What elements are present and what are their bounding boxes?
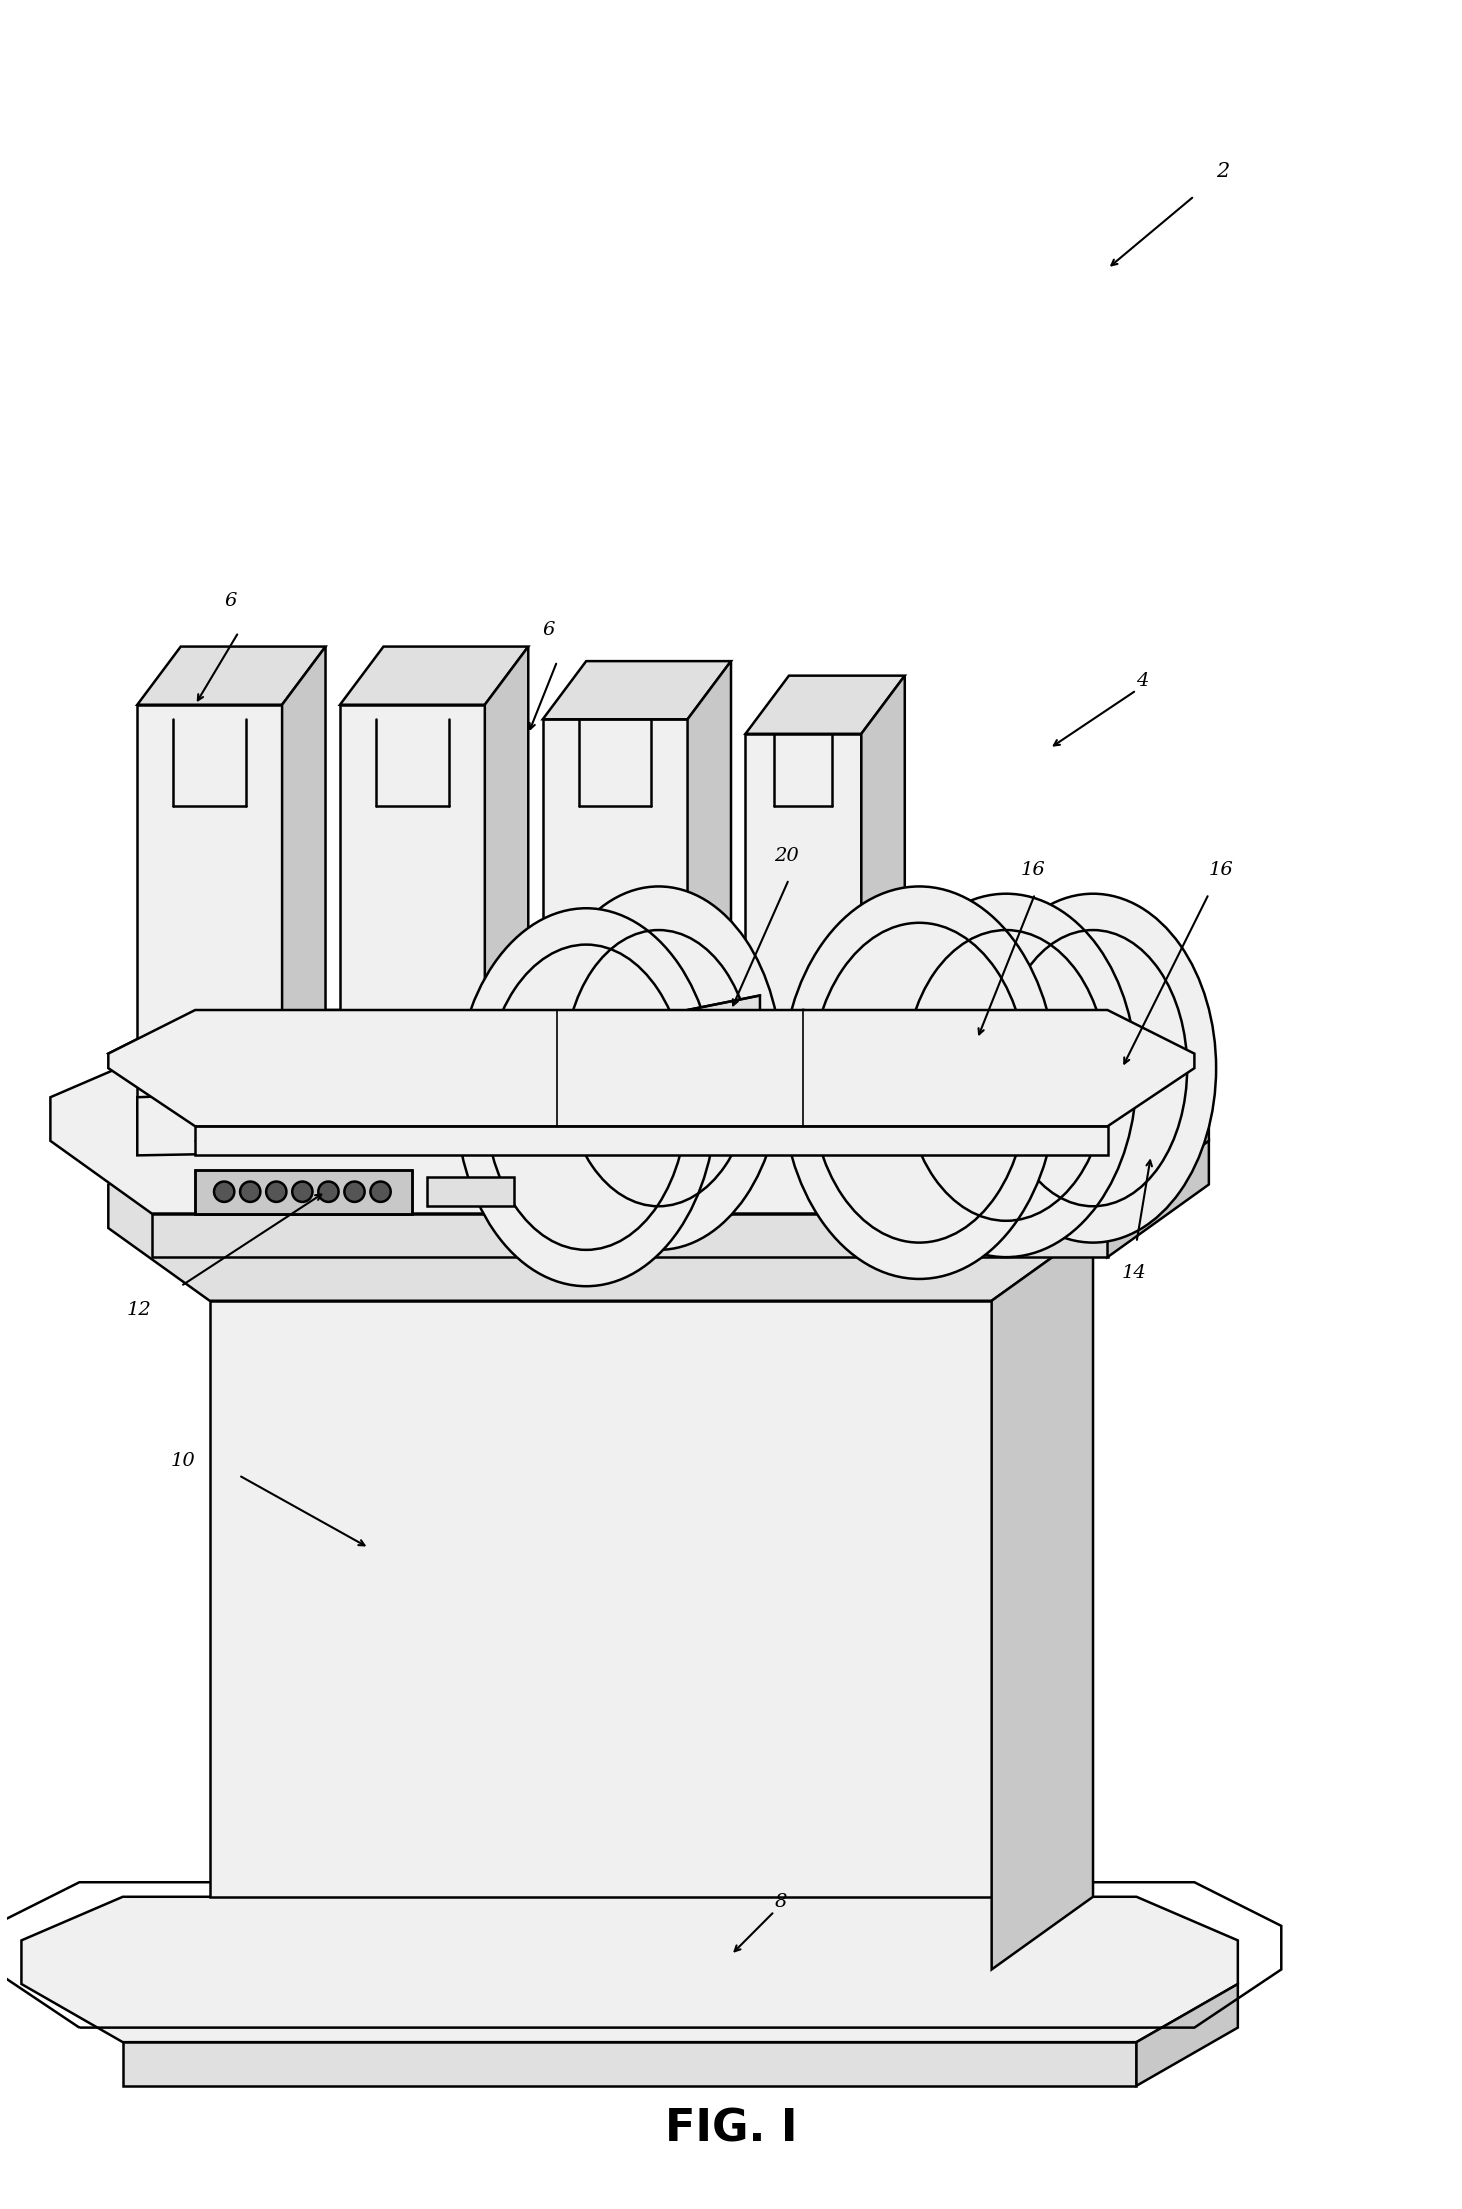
Circle shape <box>633 1043 684 1093</box>
Ellipse shape <box>782 886 1057 1279</box>
Polygon shape <box>341 647 528 705</box>
Circle shape <box>370 1182 390 1202</box>
Polygon shape <box>137 1069 934 1155</box>
Circle shape <box>345 1182 364 1202</box>
Circle shape <box>292 1182 313 1202</box>
Text: 20: 20 <box>775 846 800 864</box>
Text: 14: 14 <box>1121 1264 1146 1283</box>
Polygon shape <box>1136 1984 1238 2085</box>
Polygon shape <box>282 647 326 1111</box>
Ellipse shape <box>969 895 1216 1244</box>
Circle shape <box>213 1182 234 1202</box>
Text: 16: 16 <box>1020 862 1045 879</box>
Polygon shape <box>804 1010 991 1082</box>
Ellipse shape <box>535 886 782 1250</box>
Circle shape <box>560 1071 613 1124</box>
Polygon shape <box>775 1098 905 1127</box>
Text: 6: 6 <box>224 592 237 610</box>
Text: 2: 2 <box>1216 163 1230 181</box>
Polygon shape <box>196 1171 412 1213</box>
Polygon shape <box>471 1098 616 1127</box>
Text: 4: 4 <box>1136 672 1149 689</box>
Text: 12: 12 <box>127 1301 152 1319</box>
Circle shape <box>1067 1043 1118 1093</box>
Ellipse shape <box>456 908 716 1286</box>
Polygon shape <box>152 1213 1108 1257</box>
Polygon shape <box>485 647 528 1111</box>
Polygon shape <box>123 2041 1136 2085</box>
Circle shape <box>240 1182 260 1202</box>
Text: FIG. I: FIG. I <box>665 2107 797 2152</box>
Polygon shape <box>542 996 760 1082</box>
Polygon shape <box>746 733 861 1111</box>
Circle shape <box>319 1182 339 1202</box>
Text: 10: 10 <box>171 1451 196 1469</box>
Text: 8: 8 <box>775 1893 787 1911</box>
Circle shape <box>266 1182 287 1202</box>
Polygon shape <box>746 676 905 733</box>
Polygon shape <box>22 1898 1238 2041</box>
Polygon shape <box>137 705 282 1111</box>
Polygon shape <box>196 1127 1108 1155</box>
Polygon shape <box>209 1301 991 1898</box>
Text: 16: 16 <box>1209 862 1234 879</box>
Ellipse shape <box>876 895 1136 1257</box>
Polygon shape <box>108 1010 1151 1111</box>
Polygon shape <box>542 720 687 1111</box>
Polygon shape <box>427 1177 513 1206</box>
Polygon shape <box>137 647 326 705</box>
Polygon shape <box>108 1010 1194 1127</box>
Circle shape <box>893 1056 946 1109</box>
Polygon shape <box>1108 1140 1209 1257</box>
Circle shape <box>980 1049 1032 1102</box>
Polygon shape <box>50 1054 1209 1213</box>
Polygon shape <box>341 705 485 1111</box>
Polygon shape <box>542 660 731 720</box>
Polygon shape <box>687 660 731 1111</box>
Polygon shape <box>991 1228 1094 1970</box>
Polygon shape <box>108 1140 1094 1301</box>
Text: 6: 6 <box>542 621 556 638</box>
Polygon shape <box>861 676 905 1111</box>
